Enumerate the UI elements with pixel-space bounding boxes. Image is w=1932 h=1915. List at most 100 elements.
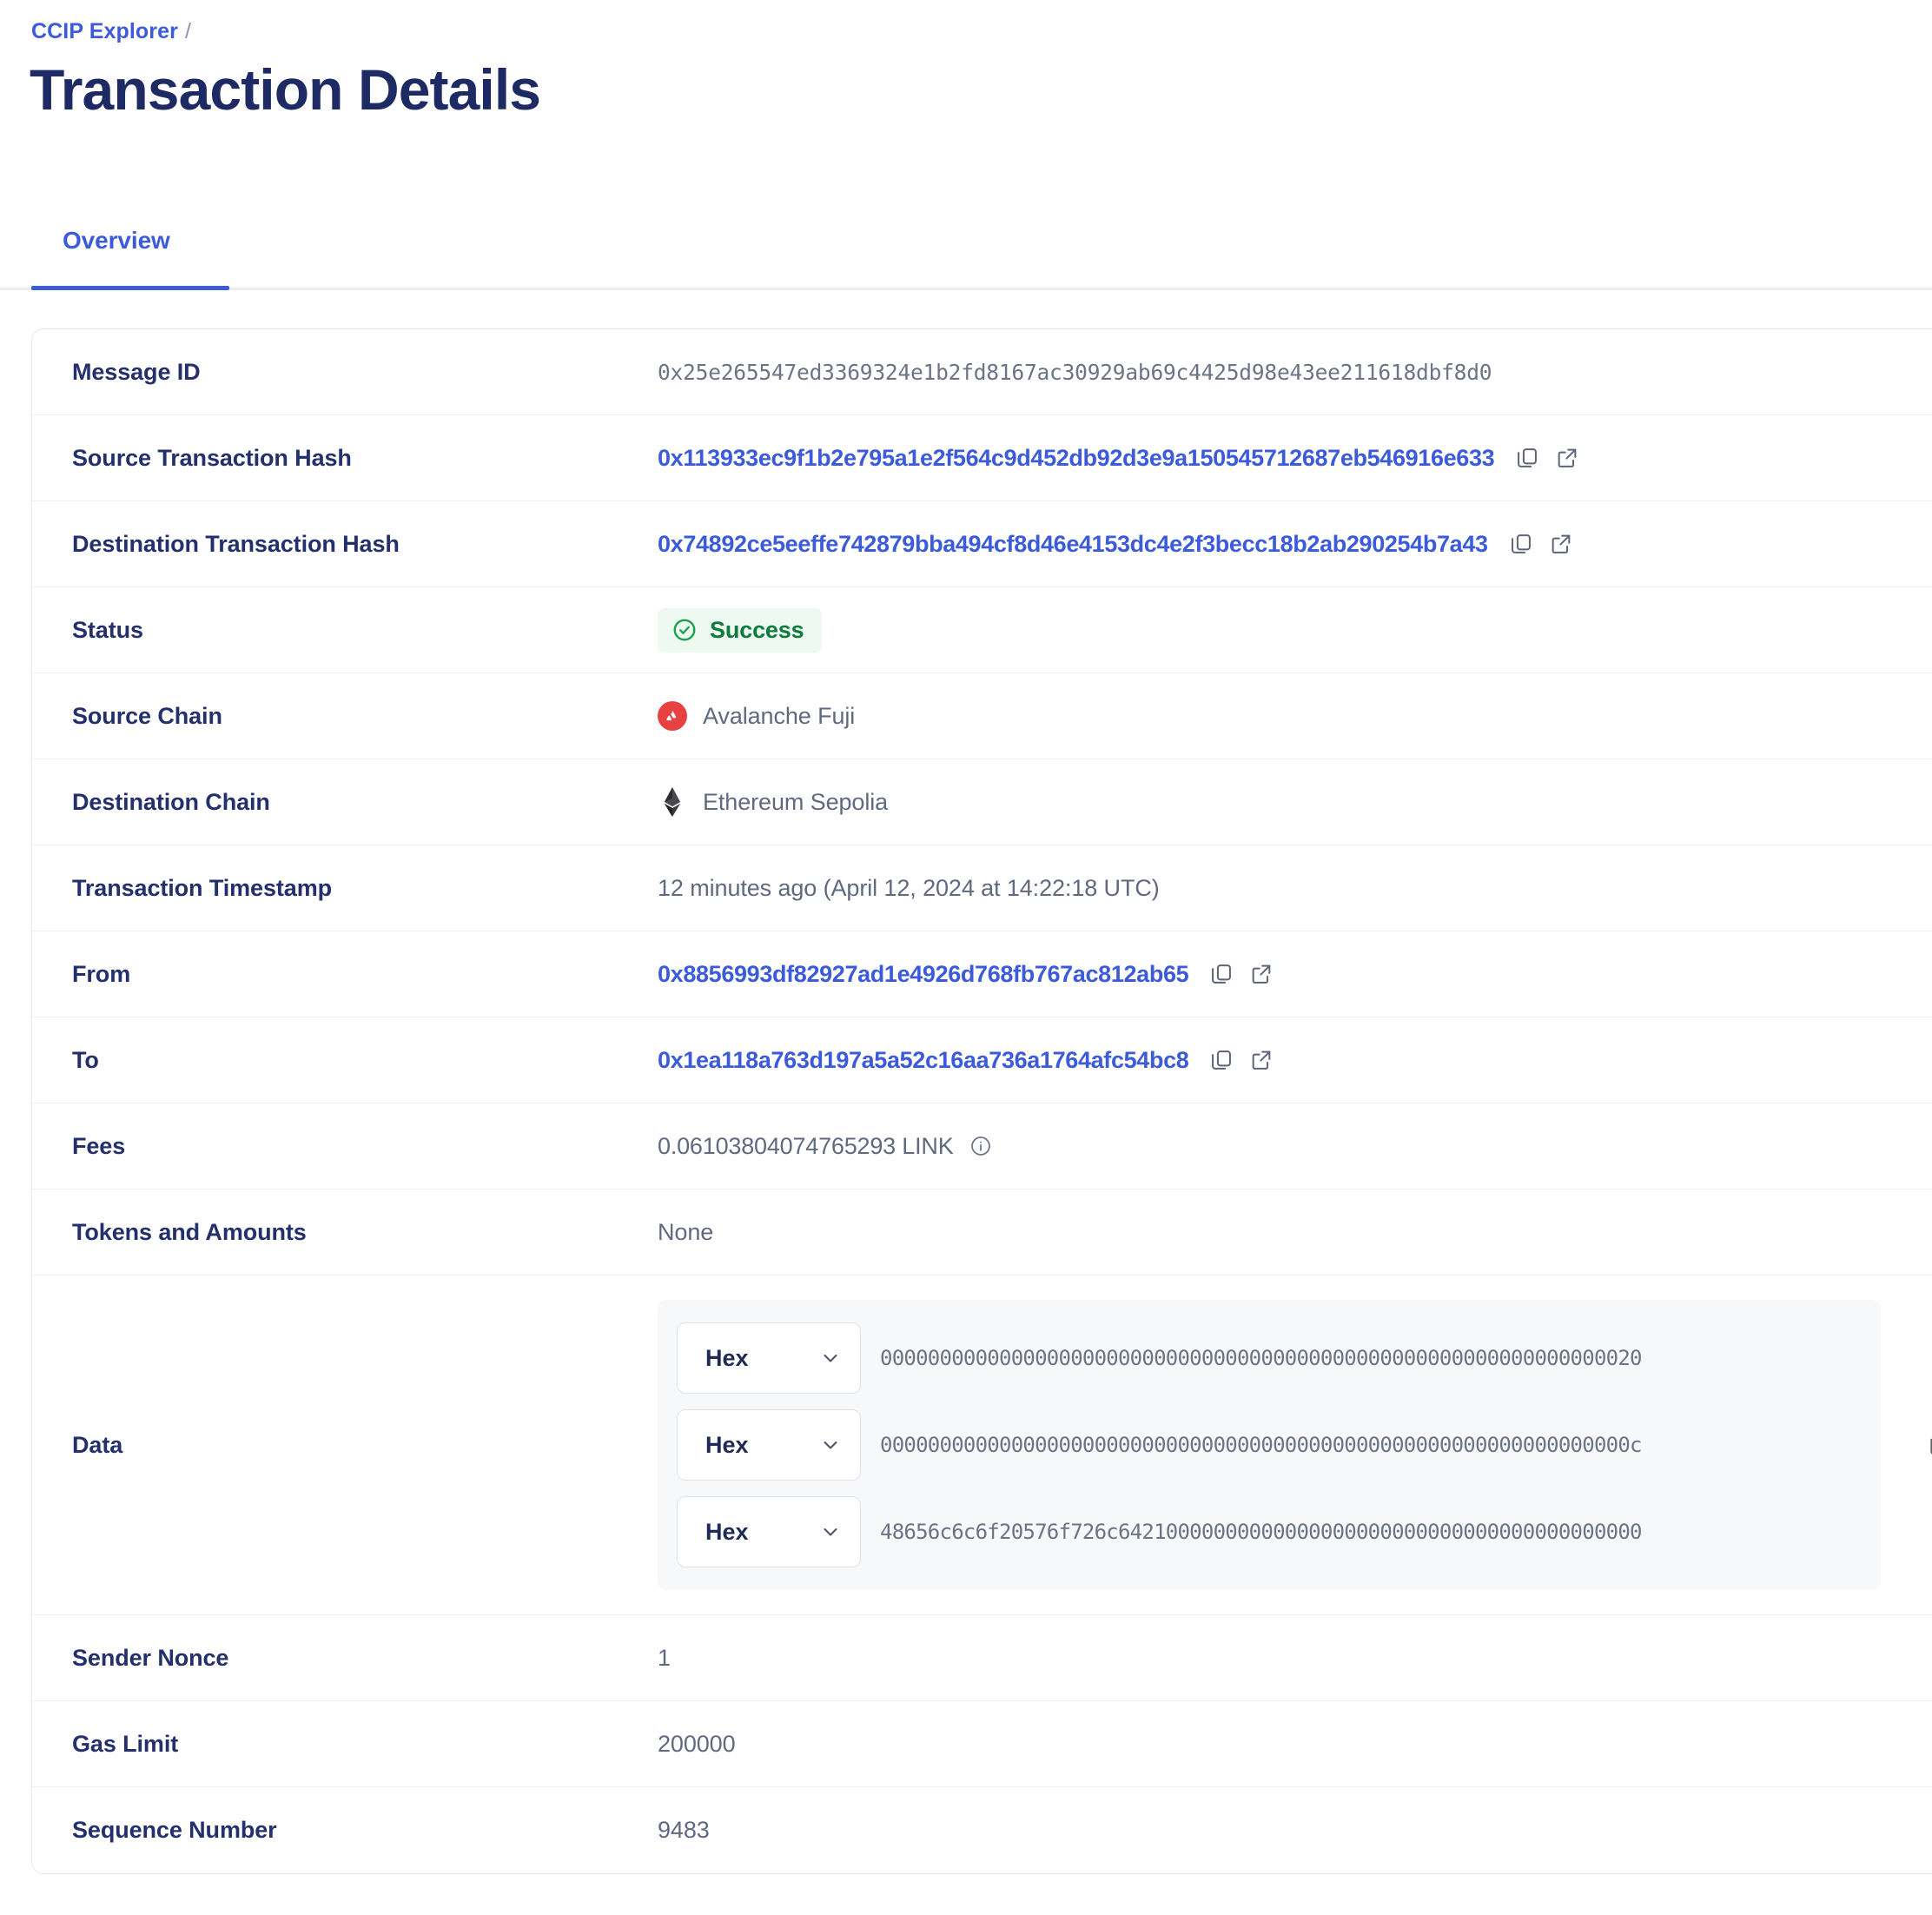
timestamp-value: 12 minutes ago (April 12, 2024 at 14:22:… xyxy=(658,874,1160,901)
to-address-link[interactable]: 0x1ea118a763d197a5a52c16aa736a1764afc54b… xyxy=(658,1046,1189,1073)
table-row-from: From 0x8856993df82927ad1e4926d768fb767ac… xyxy=(32,931,1932,1017)
data-payload-box: Hex 000000000000000000000000000000000000… xyxy=(658,1300,1881,1590)
row-label: Status xyxy=(72,616,143,643)
info-icon[interactable] xyxy=(969,1135,992,1157)
encoding-select-1[interactable]: Hex xyxy=(677,1409,861,1481)
table-row-timestamp: Transaction Timestamp 12 minutes ago (Ap… xyxy=(32,845,1932,931)
row-label: From xyxy=(72,960,131,987)
breadcrumb-link-ccip-explorer[interactable]: CCIP Explorer xyxy=(31,19,178,43)
sender-nonce-value: 1 xyxy=(658,1644,671,1671)
sequence-number-value: 9483 xyxy=(658,1817,710,1843)
encoding-select-0[interactable]: Hex xyxy=(677,1322,861,1394)
row-value: Hex 000000000000000000000000000000000000… xyxy=(658,1276,1932,1614)
row-value: 0x113933ec9f1b2e795a1e2f564c9d452db92d3e… xyxy=(658,444,1932,472)
table-row-sequence-number: Sequence Number 9483 xyxy=(32,1787,1932,1873)
row-value: 0x74892ce5eeffe742879bba494cf8d46e4153dc… xyxy=(658,530,1932,558)
table-row-status: Status Success xyxy=(32,587,1932,673)
encoding-select-2[interactable]: Hex xyxy=(677,1496,861,1567)
row-label: Sender Nonce xyxy=(72,1644,229,1671)
row-value: Avalanche Fuji xyxy=(658,701,1932,731)
row-label: Source Transaction Hash xyxy=(72,444,352,471)
status-badge: Success xyxy=(658,607,822,653)
table-row-destination-tx-hash: Destination Transaction Hash 0x74892ce5e… xyxy=(32,501,1932,587)
data-hex-value-2: 48656c6c6f20576f726c64210000000000000000… xyxy=(880,1520,1642,1544)
external-link-icon[interactable] xyxy=(1247,1046,1275,1074)
row-label: Source Chain xyxy=(72,702,222,729)
source-tx-hash-actions xyxy=(1513,444,1581,472)
source-tx-hash-link[interactable]: 0x113933ec9f1b2e795a1e2f564c9d452db92d3e… xyxy=(658,444,1495,471)
row-value: 0x8856993df82927ad1e4926d768fb767ac812ab… xyxy=(658,960,1932,988)
check-circle-icon xyxy=(672,617,698,643)
source-chain-label: Avalanche Fuji xyxy=(703,702,856,729)
page-title: Transaction Details xyxy=(30,57,541,122)
breadcrumb-separator: / xyxy=(184,19,191,43)
from-address-link[interactable]: 0x8856993df82927ad1e4926d768fb767ac812ab… xyxy=(658,960,1189,987)
table-row-source-chain: Source Chain Avalanche Fuji xyxy=(32,673,1932,759)
table-row-fees: Fees 0.06103804074765293 LINK xyxy=(32,1103,1932,1189)
row-label: Message ID xyxy=(72,358,201,385)
chevron-down-icon xyxy=(820,1521,841,1542)
tab-overview[interactable]: Overview xyxy=(63,227,170,254)
row-value: 0x25e265547ed3369324e1b2fd8167ac30929ab6… xyxy=(658,360,1932,385)
data-line: Hex 000000000000000000000000000000000000… xyxy=(677,1409,1862,1481)
row-value: 12 minutes ago (April 12, 2024 at 14:22:… xyxy=(658,875,1932,902)
external-link-icon[interactable] xyxy=(1247,960,1275,988)
data-hex-value-0: 0000000000000000000000000000000000000000… xyxy=(880,1346,1642,1370)
row-label: Tokens and Amounts xyxy=(72,1218,307,1245)
table-row-sender-nonce: Sender Nonce 1 xyxy=(32,1615,1932,1701)
row-label: Sequence Number xyxy=(72,1817,277,1843)
row-value: 200000 xyxy=(658,1731,1932,1758)
copy-icon[interactable] xyxy=(1926,1430,1932,1460)
copy-icon[interactable] xyxy=(1513,444,1541,472)
gas-limit-value: 200000 xyxy=(658,1730,736,1757)
copy-icon[interactable] xyxy=(1208,1046,1235,1074)
destination-tx-hash-actions xyxy=(1507,530,1575,558)
copy-icon[interactable] xyxy=(1208,960,1235,988)
table-row-message-id: Message ID 0x25e265547ed3369324e1b2fd816… xyxy=(32,329,1932,415)
encoding-select-label: Hex xyxy=(705,1344,749,1371)
row-label: Transaction Timestamp xyxy=(72,874,333,901)
from-address-actions xyxy=(1208,960,1275,988)
row-label: Destination Chain xyxy=(72,788,270,815)
destination-chain-cell: Ethereum Sepolia xyxy=(658,787,888,817)
row-label: To xyxy=(72,1046,99,1073)
encoding-select-label: Hex xyxy=(705,1518,749,1545)
row-label: Destination Transaction Hash xyxy=(72,530,400,557)
table-row-source-tx-hash: Source Transaction Hash 0x113933ec9f1b2e… xyxy=(32,415,1932,501)
chevron-down-icon xyxy=(820,1435,841,1455)
tab-bar: Overview xyxy=(0,215,1932,290)
fees-value: 0.06103804074765293 LINK xyxy=(658,1132,954,1159)
transaction-details-card: Message ID 0x25e265547ed3369324e1b2fd816… xyxy=(31,328,1932,1874)
external-link-icon[interactable] xyxy=(1547,530,1575,558)
table-row-destination-chain: Destination Chain Ethereum Sepolia xyxy=(32,759,1932,845)
tokens-and-amounts-value: None xyxy=(658,1218,714,1245)
row-label: Fees xyxy=(72,1132,126,1159)
destination-tx-hash-link[interactable]: 0x74892ce5eeffe742879bba494cf8d46e4153dc… xyxy=(658,530,1488,557)
avalanche-icon xyxy=(658,701,687,731)
breadcrumb: CCIP Explorer / xyxy=(31,19,191,44)
external-link-icon[interactable] xyxy=(1553,444,1581,472)
row-value: None xyxy=(658,1219,1932,1246)
row-value: Success xyxy=(658,607,1932,653)
message-id-value: 0x25e265547ed3369324e1b2fd8167ac30929ab6… xyxy=(658,359,1492,385)
row-value: 0.06103804074765293 LINK xyxy=(658,1133,1932,1160)
data-hex-value-1: 0000000000000000000000000000000000000000… xyxy=(880,1433,1642,1457)
row-value: 1 xyxy=(658,1645,1932,1672)
row-label: Data xyxy=(72,1431,123,1458)
row-value: 9483 xyxy=(658,1817,1932,1844)
data-line: Hex 48656c6c6f20576f726c6421000000000000… xyxy=(677,1496,1862,1567)
to-address-actions xyxy=(1208,1046,1275,1074)
row-value: Ethereum Sepolia xyxy=(658,787,1932,817)
source-chain-cell: Avalanche Fuji xyxy=(658,701,855,731)
data-line: Hex 000000000000000000000000000000000000… xyxy=(677,1322,1862,1394)
row-value: 0x1ea118a763d197a5a52c16aa736a1764afc54b… xyxy=(658,1046,1932,1074)
status-badge-label: Success xyxy=(710,616,804,643)
copy-icon[interactable] xyxy=(1507,530,1535,558)
table-row-to: To 0x1ea118a763d197a5a52c16aa736a1764afc… xyxy=(32,1017,1932,1103)
destination-chain-label: Ethereum Sepolia xyxy=(703,788,889,815)
table-row-data: Data Hex 0000000000000000000000000000 xyxy=(32,1276,1932,1615)
row-label: Gas Limit xyxy=(72,1730,179,1757)
ethereum-icon xyxy=(658,787,687,817)
encoding-select-label: Hex xyxy=(705,1431,749,1458)
tab-active-indicator xyxy=(31,286,229,290)
